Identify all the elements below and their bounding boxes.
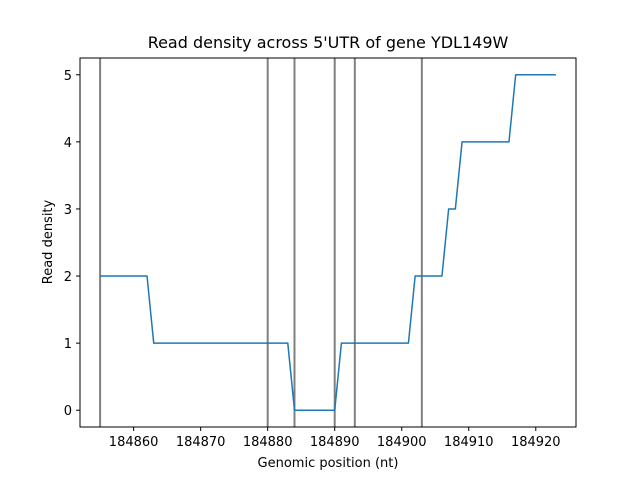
x-tick-label: 184880 — [243, 435, 293, 450]
x-tick-label: 184920 — [511, 435, 561, 450]
y-tick-label: 4 — [64, 136, 72, 151]
series-layer — [100, 74, 556, 411]
y-tick-label: 1 — [64, 337, 72, 352]
x-tick-label: 184900 — [377, 435, 427, 450]
y-tick-label: 0 — [64, 404, 72, 419]
x-tick-label: 184890 — [310, 435, 360, 450]
x-tick-label: 184910 — [444, 435, 494, 450]
x-tick-label: 184870 — [176, 435, 226, 450]
y-tick-label: 5 — [64, 69, 72, 84]
plot-frame — [79, 57, 577, 428]
series-line — [100, 74, 556, 411]
x-tick-label: 184860 — [109, 435, 159, 450]
y-tick-label: 2 — [64, 270, 72, 285]
vertical-markers — [99, 58, 423, 427]
y-axis-label: Read density — [41, 199, 56, 284]
chart-title: Read density across 5'UTR of gene YDL149… — [148, 33, 509, 52]
y-tick-label: 3 — [64, 203, 72, 218]
ticks: 184860 184870 184880 184890 184900 184910 1849… — [64, 69, 561, 450]
x-axis-label: Genomic position (nt) — [258, 456, 399, 471]
